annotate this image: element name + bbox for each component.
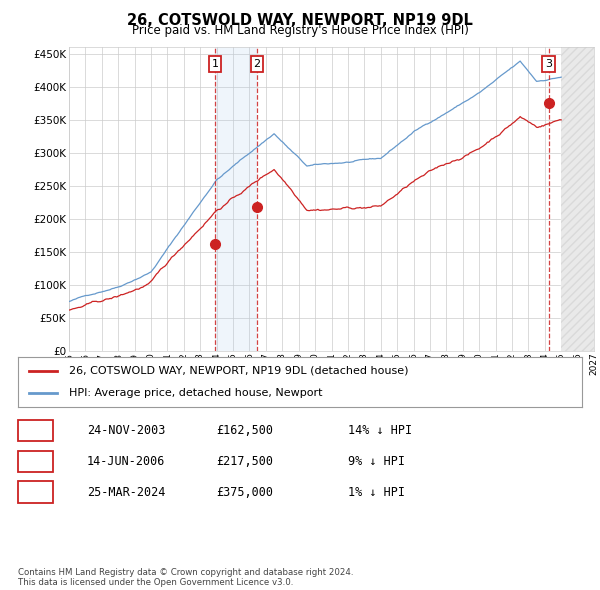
Text: 1% ↓ HPI: 1% ↓ HPI bbox=[348, 486, 405, 499]
Text: £375,000: £375,000 bbox=[216, 486, 273, 499]
Text: Contains HM Land Registry data © Crown copyright and database right 2024.
This d: Contains HM Land Registry data © Crown c… bbox=[18, 568, 353, 587]
Text: 2: 2 bbox=[31, 455, 40, 468]
Text: 24-NOV-2003: 24-NOV-2003 bbox=[87, 424, 166, 437]
Text: 9% ↓ HPI: 9% ↓ HPI bbox=[348, 455, 405, 468]
Text: £217,500: £217,500 bbox=[216, 455, 273, 468]
Text: 26, COTSWOLD WAY, NEWPORT, NP19 9DL (detached house): 26, COTSWOLD WAY, NEWPORT, NP19 9DL (det… bbox=[69, 366, 408, 376]
Bar bbox=[561, 47, 594, 351]
Bar bbox=[561, 47, 594, 351]
Text: 14% ↓ HPI: 14% ↓ HPI bbox=[348, 424, 412, 437]
Text: 14-JUN-2006: 14-JUN-2006 bbox=[87, 455, 166, 468]
Text: £162,500: £162,500 bbox=[216, 424, 273, 437]
Bar bbox=[215, 47, 257, 351]
Text: 2: 2 bbox=[253, 59, 260, 69]
Text: 1: 1 bbox=[31, 424, 40, 437]
Text: 3: 3 bbox=[31, 486, 40, 499]
Text: Price paid vs. HM Land Registry's House Price Index (HPI): Price paid vs. HM Land Registry's House … bbox=[131, 24, 469, 37]
Text: 26, COTSWOLD WAY, NEWPORT, NP19 9DL: 26, COTSWOLD WAY, NEWPORT, NP19 9DL bbox=[127, 13, 473, 28]
Text: 1: 1 bbox=[211, 59, 218, 69]
Text: 25-MAR-2024: 25-MAR-2024 bbox=[87, 486, 166, 499]
Text: 3: 3 bbox=[545, 59, 552, 69]
Text: HPI: Average price, detached house, Newport: HPI: Average price, detached house, Newp… bbox=[69, 388, 322, 398]
